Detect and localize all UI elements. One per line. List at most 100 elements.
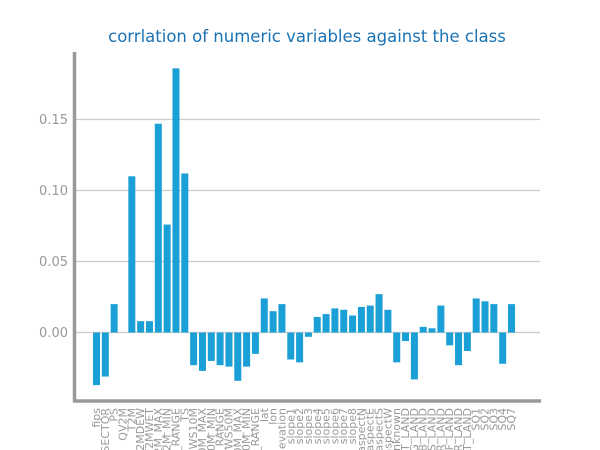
x-tick-label: WS10M xyxy=(187,408,200,449)
x-tick-label: aspectUnknown xyxy=(390,408,403,450)
bar-SQ7 xyxy=(508,304,516,333)
x-tick-label: CULTRF_LAND xyxy=(443,408,456,450)
bar-WS50M_RANGE xyxy=(251,332,259,354)
x-tick-label: T2M xyxy=(125,408,138,432)
x-tick-label: aspectS xyxy=(373,408,386,450)
bar-T2M_MIN xyxy=(163,224,171,333)
bar-slope6 xyxy=(331,308,339,333)
x-tick-label: SQ7 xyxy=(505,408,518,431)
bar-CULT_LAND xyxy=(463,332,471,351)
bar-SECTOR xyxy=(101,332,109,377)
bar-T2MDEW xyxy=(137,321,145,333)
x-tick-label: slope7 xyxy=(337,408,350,444)
x-tick-label: slope1 xyxy=(284,408,297,444)
bar-slope7 xyxy=(340,309,348,333)
x-tick-label: WS10M_RANGE xyxy=(214,408,227,450)
bar-SQ1 xyxy=(472,298,480,333)
x-tick-label: T2MDEW xyxy=(134,408,147,450)
bar-T2M xyxy=(128,176,136,333)
x-tick-label: WS50M_MIN xyxy=(240,408,253,450)
x-tick-label: aspectW xyxy=(381,408,394,450)
bar-slope2 xyxy=(296,332,304,363)
y-tick-label: 0.05 xyxy=(39,255,68,270)
bar-WS50M_MAX xyxy=(234,332,242,381)
x-tick-label: slope2 xyxy=(293,408,306,444)
x-tick-label: slope8 xyxy=(346,408,359,444)
bar-aspectW xyxy=(384,309,392,333)
x-tick-label: GRS_LAND xyxy=(426,408,439,450)
x-tick-label: WS50M xyxy=(222,408,235,449)
y-axis-ticks: 0.00 0.05 0.10 0.15 xyxy=(39,113,68,341)
bar-WS10M xyxy=(190,332,198,366)
bar-WS50M xyxy=(225,332,233,367)
x-tick-label: slope6 xyxy=(328,408,341,444)
x-tick-label: WS50M_MAX xyxy=(231,408,244,450)
bar-T2M_MAX xyxy=(154,123,162,333)
x-tick-label: SECTOR xyxy=(99,408,112,450)
bar-slope8 xyxy=(349,315,357,333)
x-tick-label: CULT_LAND xyxy=(461,408,474,450)
x-tick-label: URB_LAND xyxy=(417,408,430,450)
y-tick-label: 0.15 xyxy=(39,113,68,128)
y-tick-label: 0.10 xyxy=(39,184,68,199)
bar-GRS_LAND xyxy=(428,328,436,333)
bar-aspectE xyxy=(366,305,374,333)
bar-CULTIR_LAND xyxy=(455,332,463,366)
x-tick-label: slope4 xyxy=(311,408,324,444)
x-tick-label: WAT_LAND xyxy=(399,408,412,450)
x-tick-label: TS xyxy=(178,408,191,423)
x-tick-label: FOR_LAND xyxy=(434,408,447,450)
bar-FOR_LAND xyxy=(437,305,445,333)
bar-PS xyxy=(110,304,118,333)
bar-WS10M_MAX xyxy=(198,332,206,371)
bar-CULTRF_LAND xyxy=(446,332,454,346)
bar-lat xyxy=(260,298,268,333)
x-tick-label: WS10M_MIN xyxy=(205,408,218,450)
x-tick-label: lat xyxy=(258,407,271,422)
x-tick-label: SQ2 xyxy=(479,408,492,431)
bar-T2MWET xyxy=(145,321,153,333)
x-tick-label: aspectN xyxy=(355,408,368,450)
y-tick-label: 0.00 xyxy=(39,326,68,341)
bar-WS10M_MIN xyxy=(207,332,215,361)
bar-layer xyxy=(93,68,516,386)
x-tick-label: T2M_MAX xyxy=(152,408,165,450)
bar-SQ3 xyxy=(490,304,498,333)
x-tick-label: T2M_RANGE xyxy=(169,408,182,450)
grid-layer xyxy=(76,118,540,334)
bar-aspectN xyxy=(357,306,365,333)
x-tick-label: aspectE xyxy=(364,408,377,450)
x-tick-label: QV2M xyxy=(116,408,129,441)
x-tick-label: PS xyxy=(108,408,121,422)
x-tick-label: slope3 xyxy=(302,408,315,444)
x-tick-label: SQ4 xyxy=(496,408,509,431)
bar-slope4 xyxy=(313,316,321,333)
bar-NVG_LAND xyxy=(410,332,418,380)
x-tick-label: SQ3 xyxy=(487,408,500,431)
bar-slope5 xyxy=(322,314,330,333)
bar-WS50M_MIN xyxy=(243,332,251,367)
chart-title: corrlation of numeric variables against … xyxy=(108,27,506,46)
x-axis-labels: fipsSECTORPSQV2MT2MT2MDEWT2MWETT2M_MAXT2… xyxy=(90,407,518,450)
bar-aspectS xyxy=(375,294,383,333)
bar-aspectUnknown xyxy=(393,332,401,363)
bar-lon xyxy=(269,311,277,333)
bar-WAT_LAND xyxy=(402,332,410,342)
bar-TS xyxy=(181,173,189,333)
bar-SQ2 xyxy=(481,301,489,333)
bar-fips xyxy=(93,332,100,386)
x-tick-label: slope5 xyxy=(320,408,333,444)
bar-URB_LAND xyxy=(419,326,427,333)
bar-T2M_RANGE xyxy=(172,68,180,333)
bar-slope1 xyxy=(287,332,295,360)
bar-slope3 xyxy=(304,332,312,337)
x-tick-label: elevation xyxy=(275,408,288,450)
bar-SQ4 xyxy=(499,332,507,364)
bar-elevation xyxy=(278,304,286,333)
x-tick-label: WS10M_MAX xyxy=(196,408,209,450)
x-tick-label: T2M_MIN xyxy=(161,408,174,450)
x-tick-label: CULTIR_LAND xyxy=(452,408,465,450)
x-tick-label: lon xyxy=(267,408,280,425)
